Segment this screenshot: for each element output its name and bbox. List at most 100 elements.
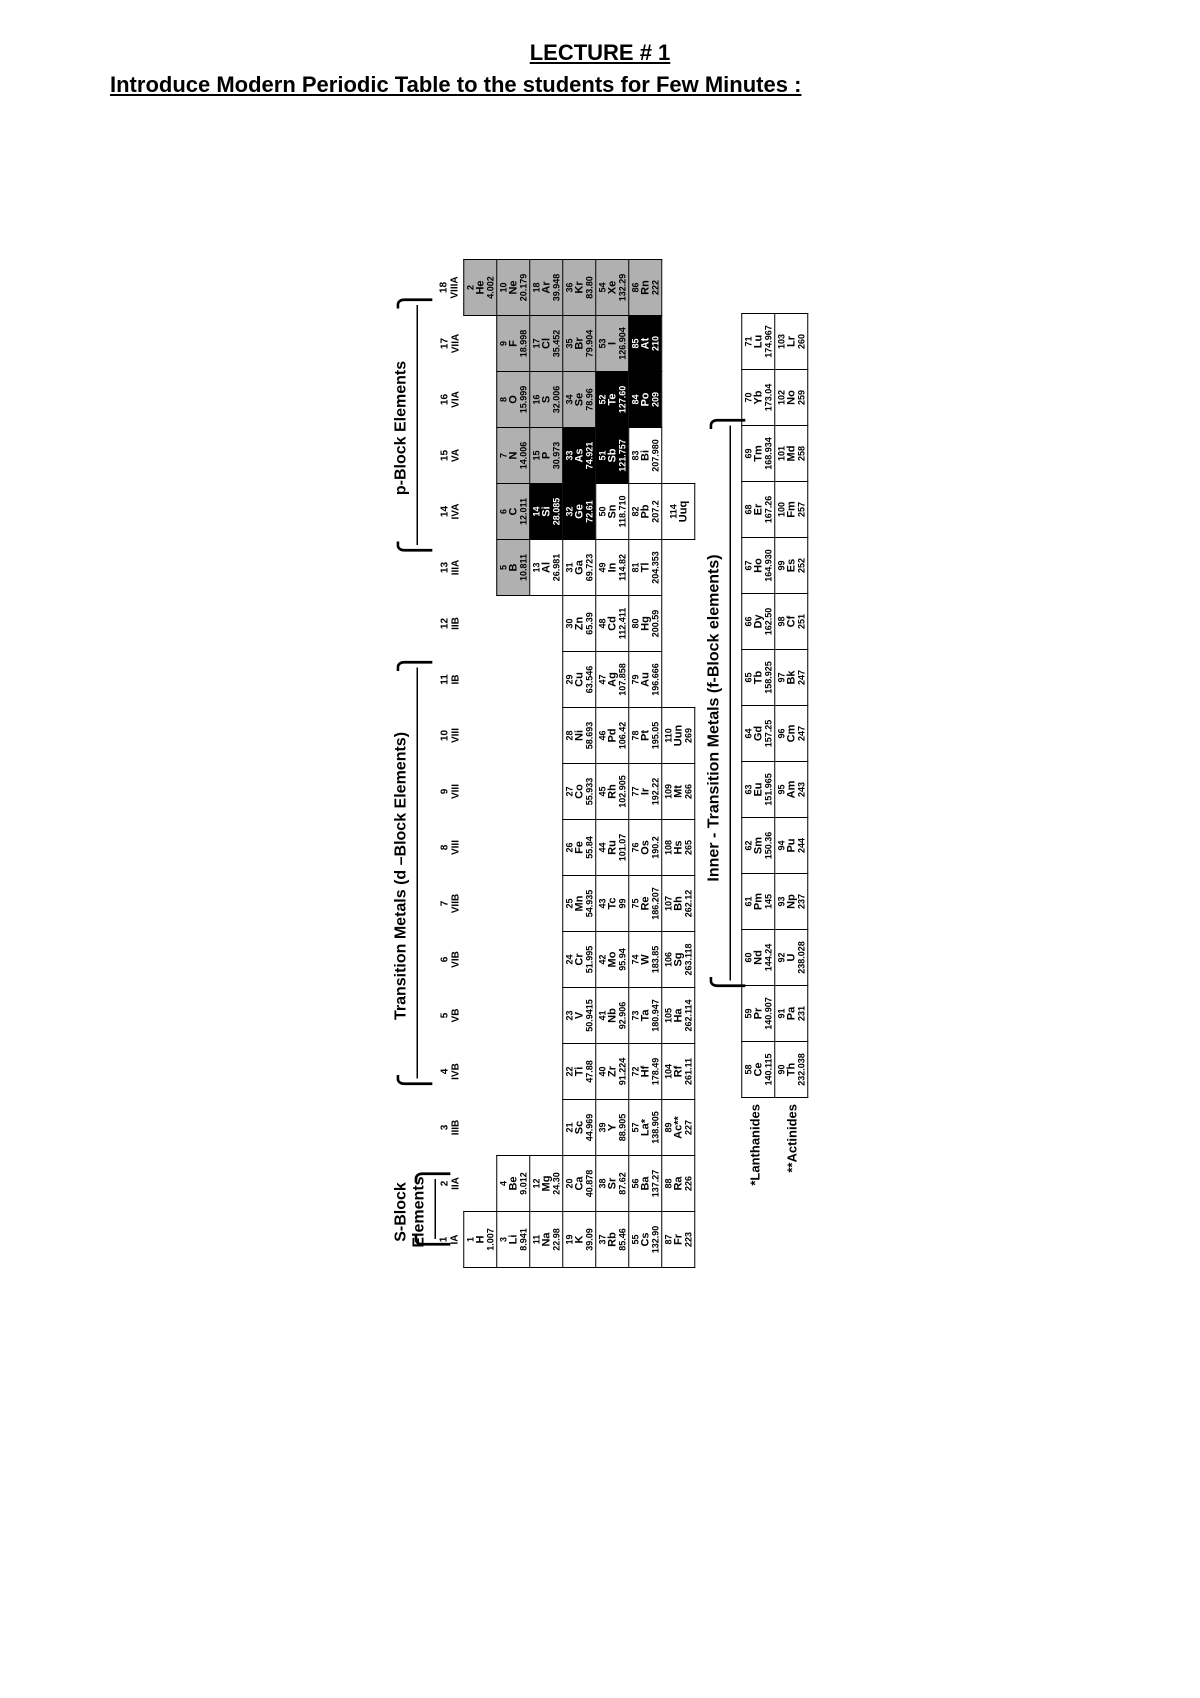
group-header: 4IVB [438,1044,463,1100]
element-cell: 107Bh262.12 [661,876,694,932]
element-cell: 70Yb173.04 [741,370,774,426]
element-cell: 93Np237 [774,874,807,930]
element-cell: 4Be9.012 [496,1156,529,1212]
element-cell: 32Ge72.61 [562,484,595,540]
element-cell: 5B10.811 [496,540,529,596]
group-header: 14IVA [438,484,463,540]
element-cell: 61Pm145 [741,874,774,930]
element-cell: 63Eu151.965 [741,762,774,818]
element-cell: 41Nb92.906 [595,988,628,1044]
group-header: 12IIB [438,596,463,652]
group-header: 11IB [438,652,463,708]
element-cell: 106Sg263.118 [661,932,694,988]
element-cell: 104Rf261.11 [661,1044,694,1100]
element-cell: 43Tc99 [595,876,628,932]
element-cell: 87Fr223 [661,1212,694,1268]
element-cell: 25Mn54.935 [562,876,595,932]
element-cell: 101Md258 [774,426,807,482]
element-cell: 6C12.011 [496,484,529,540]
element-cell: 34Se78.96 [562,372,595,428]
lecture-subtitle: Introduce Modern Periodic Table to the s… [110,72,1180,98]
element-cell: 54Xe132.29 [595,260,628,316]
element-cell: 38Sr87.62 [595,1156,628,1212]
element-cell: 42Mo95.94 [595,932,628,988]
element-cell: 102No259 [774,370,807,426]
element-cell: 73Ta180.947 [628,988,661,1044]
element-cell: 21Sc44.969 [562,1100,595,1156]
element-cell: 74W183.85 [628,932,661,988]
element-cell: 76Os190.2 [628,820,661,876]
element-cell: 109Mt266 [661,764,694,820]
element-cell: 3Li8.941 [496,1212,529,1268]
element-cell: 105Ha262.114 [661,988,694,1044]
element-cell: 29Cu63.546 [562,652,595,708]
element-cell: 72Hf178.49 [628,1044,661,1100]
element-cell: 71Lu174.967 [741,314,774,370]
element-cell: 79Au196.666 [628,652,661,708]
element-cell: 1H1.007 [463,1212,496,1268]
element-cell: 97Bk247 [774,650,807,706]
element-cell: 13Al26.981 [529,540,562,596]
group-header: 16VIA [438,372,463,428]
element-cell: 35Br79.904 [562,316,595,372]
element-cell: 39Y88.905 [595,1100,628,1156]
element-cell: 47Ag107.858 [595,652,628,708]
element-cell: 10Ne20.179 [496,260,529,316]
element-cell: 94Pu244 [774,818,807,874]
element-cell: 100Fm257 [774,482,807,538]
element-cell: 50Sn118.710 [595,484,628,540]
group-header: 15VA [438,428,463,484]
element-cell: 45Rh102.905 [595,764,628,820]
element-cell: 91Pa231 [774,986,807,1042]
element-cell: 62Sm150.36 [741,818,774,874]
element-cell: 19K39.09 [562,1212,595,1268]
element-cell: 86Rn222 [628,260,661,316]
group-header: 6VIB [438,932,463,988]
element-cell: 84Po209 [628,372,661,428]
element-cell: 75Re186.207 [628,876,661,932]
element-cell: 23V50.9415 [562,988,595,1044]
element-cell: 88Ra226 [661,1156,694,1212]
fblock-table: 58Ce140.11559Pr140.90760Nd144.2461Pm1456… [741,313,808,1098]
element-cell: 20Ca40.878 [562,1156,595,1212]
element-cell: 15P30.973 [529,428,562,484]
act-row-label: **Actinides [784,1098,799,1268]
element-cell: 98Cf251 [774,594,807,650]
element-cell: 33As74.921 [562,428,595,484]
element-cell: 30Zn65.39 [562,596,595,652]
element-cell: 7N14.006 [496,428,529,484]
element-cell: 99Es252 [774,538,807,594]
element-cell: 37Rb85.46 [595,1212,628,1268]
element-cell: 81Tl204.353 [628,540,661,596]
element-cell: 110Uun269 [661,708,694,764]
element-cell: 51Sb121.757 [595,428,628,484]
element-cell: 40Zr91.224 [595,1044,628,1100]
element-cell: 18Ar39.948 [529,260,562,316]
element-cell: 103Lr260 [774,314,807,370]
element-cell: 85At210 [628,316,661,372]
element-cell: 8O15.999 [496,372,529,428]
fblock-brace: ⎧⎯⎯⎯⎯⎯⎯⎯⎯⎯⎯⎯⎯⎯⎯⎯⎯⎯⎯⎯⎯⎯⎯⎯⎯⎯⎯⎯⎯⎯⎯⎯⎯⎯⎯⎯⎯⎯⎯⎯… [723,314,737,1098]
element-cell: 59Pr140.907 [741,986,774,1042]
element-cell: 77Ir192.22 [628,764,661,820]
element-cell: 9F18.998 [496,316,529,372]
group-header: 5VB [438,988,463,1044]
group-header: 18VIIIA [438,260,463,316]
element-cell: 14Si28.085 [529,484,562,540]
element-cell: 26Fe55.84 [562,820,595,876]
element-cell: 53I126.904 [595,316,628,372]
dblock-brace: ⎧⎯⎯⎯⎯⎯⎯⎯⎯⎯⎯⎯⎯⎯⎯⎯⎯⎯⎯⎯⎯⎯⎯⎯⎯⎯⎯⎯⎯⎯⎯⎯⎯⎯⎯⎯⎯⎯⎯⎯… [410,596,424,1156]
group-header: 9VIII [438,764,463,820]
group-header: 3IIIB [438,1100,463,1156]
element-cell: 11Na22.98 [529,1212,562,1268]
element-cell: 58Ce140.115 [741,1042,774,1098]
periodic-table: S-Block Elements ⎧⎯⎯⎯⎯⎯⎯⎫ Transition Met… [392,168,808,1268]
element-cell: 95Am243 [774,762,807,818]
element-cell: 65Tb158.925 [741,650,774,706]
element-cell: 83Bi207.980 [628,428,661,484]
element-cell: 44Ru101.07 [595,820,628,876]
element-cell: 96Cm247 [774,706,807,762]
element-cell: 16S32.006 [529,372,562,428]
group-header: 7VIIB [438,876,463,932]
element-cell: 64Gd157.25 [741,706,774,762]
